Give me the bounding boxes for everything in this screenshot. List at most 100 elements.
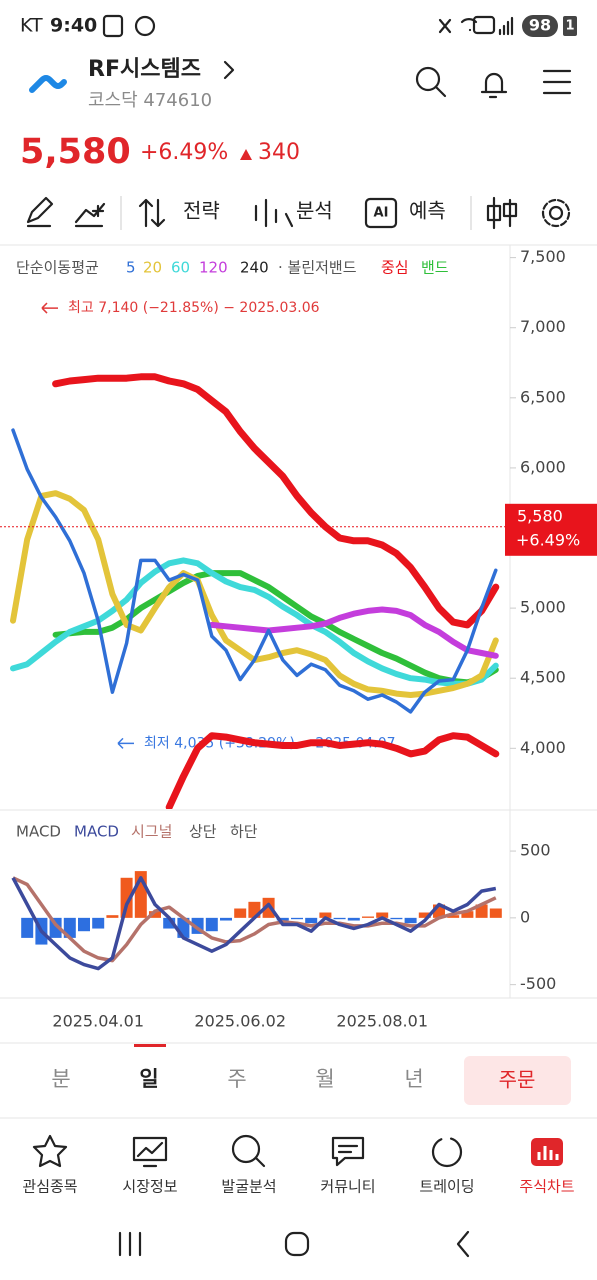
nav-icon[interactable]: [331, 1136, 365, 1167]
tab-indicator: [134, 1044, 166, 1047]
histogram-bar: [390, 917, 403, 920]
order-button[interactable]: [464, 1056, 571, 1105]
annotation: 최고 7,140 (−21.85%) − 2025.03.06: [68, 300, 320, 316]
legend-item: 120: [199, 259, 228, 277]
nav-icon[interactable]: [254, 1156, 266, 1168]
nav-label[interactable]: 주식차트: [519, 1178, 574, 1196]
histogram-bar: [305, 917, 318, 924]
x-tick-label: 2025.04.01: [52, 1012, 144, 1031]
legend-item: 20: [143, 259, 162, 277]
sim-box: [563, 16, 577, 36]
bell-icon[interactable]: [480, 72, 508, 99]
x-tick-label: 2025.06.02: [194, 1012, 286, 1031]
nav-label[interactable]: 커뮤니티: [320, 1178, 375, 1196]
y-tick-label: 5,000: [520, 598, 566, 617]
histogram-bar: [220, 917, 232, 921]
nav-label[interactable]: 발굴분석: [221, 1178, 276, 1196]
y-tick-label: 6,500: [520, 387, 566, 406]
legend-item: 5: [126, 259, 136, 277]
nav-label[interactable]: 트레이딩: [419, 1178, 474, 1196]
histogram-bar: [461, 911, 474, 918]
histogram-bar: [333, 917, 346, 920]
legend-item: 시그널: [131, 823, 172, 841]
series-line: [10, 557, 499, 687]
band-lower-line: [165, 732, 500, 809]
toolbar-label[interactable]: 분석: [296, 199, 333, 223]
legend-item: 240: [240, 259, 269, 277]
histogram-bar: [276, 917, 289, 921]
sim: 1: [565, 19, 574, 34]
histogram-bar: [234, 908, 247, 918]
histogram-bar: [205, 917, 218, 932]
last-price-box: [505, 503, 597, 556]
recent-button[interactable]: [118, 1231, 142, 1257]
home-button[interactable]: [284, 1231, 310, 1257]
histogram-bar: [262, 897, 275, 918]
nav-icon[interactable]: [32, 1134, 68, 1168]
histogram-bar: [347, 917, 360, 921]
back-button[interactable]: [456, 1230, 470, 1258]
period-tab[interactable]: 일: [139, 1067, 158, 1091]
period-tab[interactable]: 년: [404, 1067, 423, 1091]
carrier: KT: [20, 15, 43, 37]
y-tick-label: 6,000: [520, 457, 566, 476]
ai-label[interactable]: AI: [374, 206, 389, 221]
y-tick-label: 7,000: [520, 317, 566, 336]
chevron[interactable]: [223, 60, 235, 80]
histogram-bar: [447, 915, 460, 918]
series-line: [52, 570, 499, 686]
ai-box[interactable]: [364, 197, 398, 229]
y-tick-label: 4,500: [520, 668, 566, 687]
stock-name[interactable]: RF시스템즈: [88, 57, 201, 82]
toolbar-label[interactable]: 예측: [409, 199, 446, 223]
nav-icon[interactable]: [531, 1138, 563, 1166]
nav-icon[interactable]: [132, 1136, 168, 1168]
search-icon[interactable]: [415, 66, 447, 98]
legend-title: · 볼린저밴드: [278, 259, 357, 277]
histogram-bar: [362, 916, 374, 918]
series-line: [10, 490, 499, 698]
order-label[interactable]: 주문: [499, 1068, 536, 1092]
period-tab[interactable]: 주: [227, 1067, 246, 1091]
nav-icon[interactable]: [431, 1136, 463, 1168]
draw-icon[interactable]: [26, 196, 54, 228]
chart-title: MACD: [16, 823, 61, 841]
strategy-icon[interactable]: [138, 198, 166, 228]
logo[interactable]: [29, 75, 67, 93]
candle-icon[interactable]: [486, 196, 518, 230]
histogram-bar: [319, 912, 332, 918]
price: 5,580: [20, 132, 131, 172]
nav-label[interactable]: 시장정보: [122, 1178, 177, 1196]
status-icon: [102, 14, 124, 38]
settings-icon[interactable]: [541, 198, 571, 228]
series-line: [52, 373, 500, 629]
change: 340: [258, 140, 300, 165]
histogram-bar: [418, 912, 431, 918]
trend-icon[interactable]: [74, 202, 106, 228]
battery-level: 98: [529, 16, 551, 35]
nav-icon[interactable]: [231, 1134, 261, 1164]
up-triangle: [240, 149, 252, 160]
histogram-bar: [163, 917, 176, 929]
period-tab[interactable]: 분: [51, 1067, 70, 1091]
y-tick-label: -500: [520, 974, 556, 993]
histogram-bar: [92, 917, 105, 929]
series-line: [208, 606, 499, 659]
x-tick-label: 2025.08.01: [336, 1012, 428, 1031]
toolbar-label[interactable]: 전략: [183, 199, 220, 223]
series-line: [11, 876, 497, 971]
menu-icon[interactable]: [542, 69, 572, 95]
analysis-icon[interactable]: [254, 198, 294, 228]
histogram-bar: [376, 912, 389, 918]
histogram-bar: [291, 917, 303, 920]
nav-label[interactable]: 관심종목: [22, 1178, 77, 1196]
histogram-bar: [404, 917, 417, 924]
status-icon: [438, 18, 478, 34]
period-tab[interactable]: 월: [315, 1067, 334, 1091]
annotation-arrow: [41, 302, 58, 314]
y-tick-label: 500: [520, 841, 551, 860]
histogram-bar: [149, 911, 161, 918]
